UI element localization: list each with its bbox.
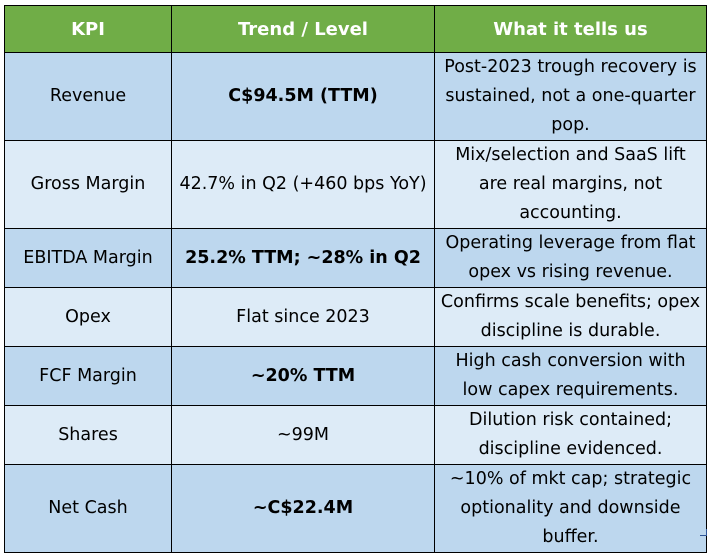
kpi-cell: Gross Margin [4,140,172,229]
level-cell: ~99M [171,405,435,465]
table-row-revenue: Revenue C$94.5M (TTM) Post-2023 trough r… [4,52,707,141]
level-cell: ~C$22.4M [171,464,435,553]
table-row-net-cash: Net Cash ~C$22.4M ~10% of mkt cap; strat… [4,464,707,553]
kpi-cell: Revenue [4,52,172,141]
table-row-fcf-margin: FCF Margin ~20% TTM High cash conversion… [4,346,707,406]
kpi-cell: FCF Margin [4,346,172,406]
insight-cell: Post-2023 trough recovery is sustained, … [434,52,707,141]
level-cell: ~20% TTM [171,346,435,406]
insight-cell: Dilution risk contained; discipline evid… [434,405,707,465]
header-row: KPI Trend / Level What it tells us [4,5,707,53]
insight-cell: Mix/selection and SaaS lift are real mar… [434,140,707,229]
header-what-it-tells-us: What it tells us [434,5,707,53]
table-row-shares: Shares ~99M Dilution risk contained; dis… [4,405,707,465]
table-row-ebitda-margin: EBITDA Margin 25.2% TTM; ~28% in Q2 Oper… [4,228,707,288]
header-trend-level: Trend / Level [171,5,435,53]
insight-cell: Operating leverage from flat opex vs ris… [434,228,707,288]
header-kpi: KPI [4,5,172,53]
level-cell: 25.2% TTM; ~28% in Q2 [171,228,435,288]
insight-cell: High cash conversion with low capex requ… [434,346,707,406]
insight-cell: ~10% of mkt cap; strategic optionality a… [434,464,707,553]
kpi-cell: Opex [4,287,172,347]
resize-handle-icon[interactable] [700,529,707,536]
table-row-gross-margin: Gross Margin 42.7% in Q2 (+460 bps YoY) … [4,140,707,229]
kpi-cell: EBITDA Margin [4,228,172,288]
kpi-cell: Net Cash [4,464,172,553]
insight-cell: Confirms scale benefits; opex discipline… [434,287,707,347]
level-cell: 42.7% in Q2 (+460 bps YoY) [171,140,435,229]
level-cell: Flat since 2023 [171,287,435,347]
table-row-opex: Opex Flat since 2023 Confirms scale bene… [4,287,707,347]
kpi-cell: Shares [4,405,172,465]
kpi-table: KPI Trend / Level What it tells us Reven… [4,5,707,553]
level-cell: C$94.5M (TTM) [171,52,435,141]
